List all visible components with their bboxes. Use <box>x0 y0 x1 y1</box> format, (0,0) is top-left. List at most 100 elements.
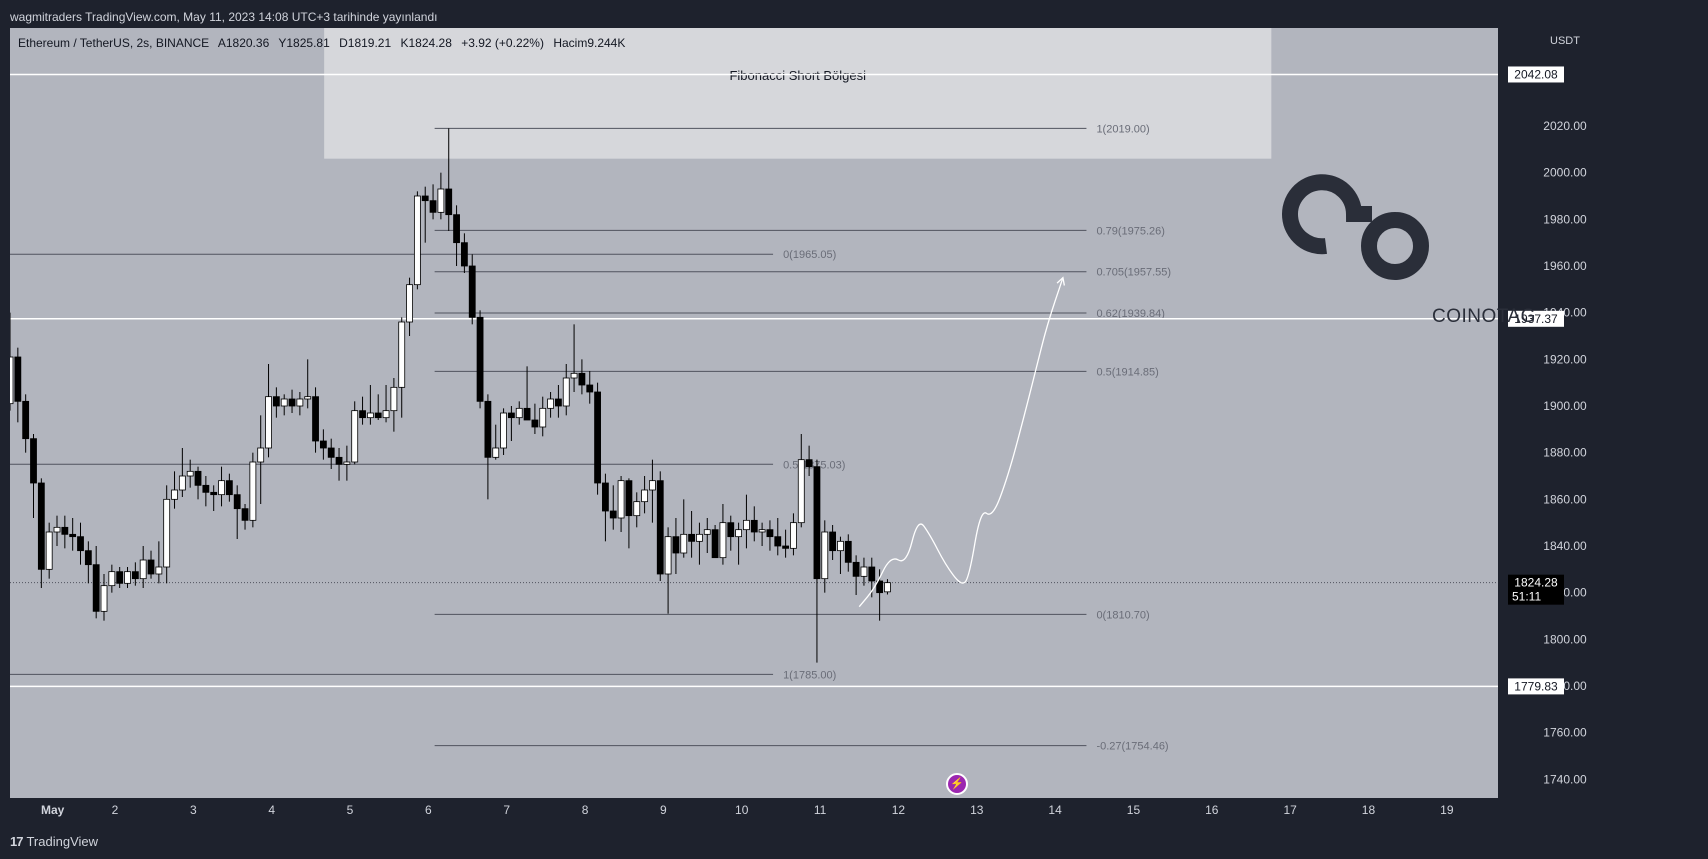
price-tag-label: 1937.37 <box>1514 312 1558 326</box>
fib-level-label: 0.62(1939.84) <box>1096 308 1165 320</box>
candle-body <box>343 461 351 465</box>
candle-body <box>14 356 22 402</box>
logo-hook <box>1282 174 1372 255</box>
x-tick-label: 4 <box>268 803 275 817</box>
published-header: wagmitraders TradingView.com, May 11, 20… <box>0 0 1708 28</box>
candle-body <box>233 494 241 510</box>
ohlc-close: K1824.28 <box>400 36 452 50</box>
candle-body <box>829 531 837 552</box>
bar-countdown-label: 51:11 <box>1512 590 1541 604</box>
symbol-name[interactable]: Ethereum / TetherUS, 2s, BINANCE <box>18 36 210 50</box>
candle-body <box>790 522 797 549</box>
candle-body <box>61 526 69 535</box>
x-tick-label: 12 <box>892 803 906 817</box>
candle-body <box>672 536 680 554</box>
candle-body <box>178 475 186 491</box>
watermark-text: COINOTAG <box>1432 306 1536 327</box>
candle-body <box>594 391 601 484</box>
candle-body <box>147 559 155 575</box>
candle-body <box>868 566 876 582</box>
candle-body <box>139 559 147 580</box>
price-chart[interactable]: Fibonacci Short Bölgesi 1(2019.00) 0.79(19… <box>10 28 1632 824</box>
candle-body <box>225 480 233 496</box>
lightning-icon[interactable]: ⚡ <box>946 773 968 795</box>
x-tick-label: 18 <box>1362 803 1376 817</box>
candle-body <box>531 419 539 428</box>
chart-area[interactable]: Fibonacci Short Bölgesi 1(2019.00) 0.79(19… <box>10 28 1632 824</box>
y-tick-label: 1840.00 <box>1543 539 1587 553</box>
candle-body <box>743 519 750 531</box>
x-tick-label: 14 <box>1048 803 1062 817</box>
candle-body <box>53 526 61 533</box>
candle-body <box>570 372 578 379</box>
candle-body <box>288 398 296 407</box>
candle-body <box>108 571 116 587</box>
candle-body <box>22 400 30 440</box>
footer-bar <box>0 824 1708 859</box>
candle-body <box>155 566 163 575</box>
candle-body <box>515 407 523 419</box>
candle-body <box>821 531 829 580</box>
candle-body <box>116 571 124 584</box>
fibonacci-short-zone <box>324 28 1272 159</box>
candle-body <box>194 470 202 486</box>
candle-body <box>296 398 304 407</box>
candle-body <box>241 508 249 521</box>
candle-body <box>100 585 108 612</box>
fib-level-label: 0(1965.05) <box>783 249 836 261</box>
candle-body <box>421 195 429 202</box>
candle-body <box>249 461 257 521</box>
candle-body <box>766 529 774 538</box>
candle-body <box>484 400 492 458</box>
candle-body <box>797 459 805 524</box>
candle-body <box>641 489 648 503</box>
candle-body <box>390 386 398 412</box>
candle-body <box>327 447 335 458</box>
candle-body <box>649 480 656 491</box>
coinotag-logo <box>1282 174 1429 280</box>
candle-body <box>366 412 374 419</box>
candle-body <box>413 195 421 286</box>
price-tag-label: 2042.08 <box>1514 67 1558 81</box>
x-tick-label: 19 <box>1440 803 1454 817</box>
candle-body <box>460 242 468 267</box>
current-price-tag-bg <box>1508 574 1564 605</box>
candle-body <box>876 580 884 594</box>
projection-arrow-path <box>858 277 1064 608</box>
ohlc-open: A1820.36 <box>217 36 270 50</box>
fib-level-label: 0(1810.70) <box>1096 609 1149 621</box>
candle-body <box>500 412 507 449</box>
candle-body <box>523 407 531 421</box>
candle-body <box>578 372 586 386</box>
candle-body <box>468 265 476 318</box>
x-tick-label: 5 <box>347 803 354 817</box>
y-tick-label: 2000.00 <box>1543 166 1587 180</box>
candle-body <box>602 482 609 512</box>
candle-body <box>680 533 688 554</box>
logo-ring <box>1361 212 1429 280</box>
candle-body <box>374 412 382 419</box>
current-price-label: 1824.28 <box>1514 576 1558 590</box>
candle-body <box>10 356 14 405</box>
candle-body <box>696 533 703 542</box>
y-tick-label: 1960.00 <box>1543 259 1587 273</box>
candle-body <box>703 529 711 535</box>
candle-body <box>813 466 821 580</box>
price-tag-bg <box>1508 310 1564 327</box>
price-tag-bg <box>1508 678 1564 695</box>
candle-body <box>163 498 171 568</box>
y-tick-label: 1760.00 <box>1543 726 1587 740</box>
candle-body <box>351 410 359 463</box>
fib-level-label: 0.705(1957.55) <box>1096 267 1171 279</box>
candle-body <box>586 384 594 393</box>
tradingview-brand: TradingView <box>26 834 99 849</box>
x-tick-label: 17 <box>1283 803 1297 817</box>
candle-body <box>131 571 139 580</box>
candle-body <box>210 491 218 496</box>
y-tick-label: 1920.00 <box>1543 352 1587 366</box>
tradingview-logo[interactable]: 17 TradingView <box>10 834 98 849</box>
ohlc-change: +3.92 (+0.22%) <box>461 36 544 50</box>
fib-level-label: 1(1785.00) <box>783 669 836 681</box>
y-tick-label: 1900.00 <box>1543 399 1587 413</box>
candle-body <box>218 480 225 496</box>
